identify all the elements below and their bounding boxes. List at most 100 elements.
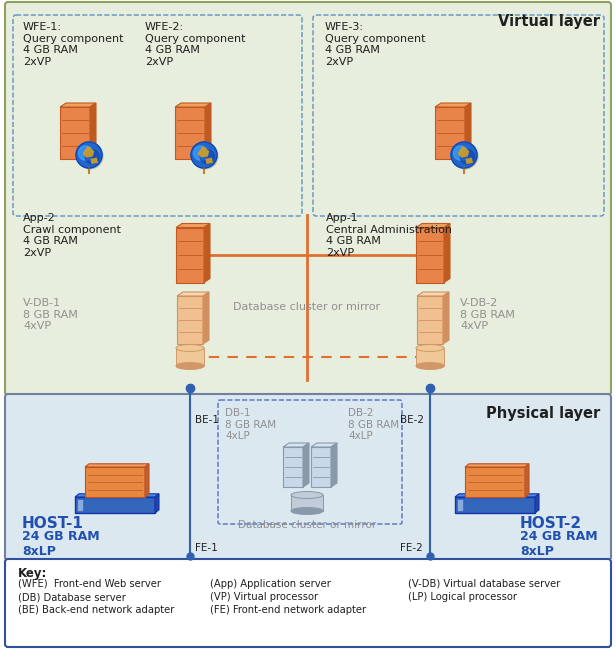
Text: (WFE)  Front-end Web server: (WFE) Front-end Web server: [18, 579, 161, 589]
Polygon shape: [75, 494, 159, 497]
Text: HOST-1: HOST-1: [22, 516, 84, 531]
Ellipse shape: [176, 345, 204, 352]
Polygon shape: [455, 494, 539, 497]
Text: 24 GB RAM
8xLP: 24 GB RAM 8xLP: [22, 530, 100, 558]
Polygon shape: [417, 292, 449, 296]
Polygon shape: [416, 223, 450, 228]
Text: WFE-2:
Query component
4 GB RAM
2xVP: WFE-2: Query component 4 GB RAM 2xVP: [145, 22, 246, 67]
Polygon shape: [90, 103, 96, 159]
Circle shape: [191, 142, 217, 168]
Circle shape: [451, 142, 477, 168]
Text: (App) Application server: (App) Application server: [210, 579, 331, 589]
Polygon shape: [175, 103, 211, 107]
Polygon shape: [176, 228, 204, 282]
Text: DB-2
8 GB RAM
4xLP: DB-2 8 GB RAM 4xLP: [348, 408, 399, 441]
Text: 24 GB RAM
8xLP: 24 GB RAM 8xLP: [520, 530, 598, 558]
Text: FE-1: FE-1: [195, 543, 217, 553]
Polygon shape: [465, 464, 529, 467]
Ellipse shape: [176, 363, 204, 369]
Polygon shape: [177, 292, 209, 296]
Polygon shape: [435, 107, 465, 159]
Text: (DB) Database server: (DB) Database server: [18, 592, 126, 602]
Polygon shape: [416, 348, 444, 366]
Text: WFE-1:
Query component
4 GB RAM
2xVP: WFE-1: Query component 4 GB RAM 2xVP: [23, 22, 123, 67]
Polygon shape: [203, 292, 209, 344]
Circle shape: [200, 150, 214, 164]
Polygon shape: [525, 464, 529, 497]
Polygon shape: [283, 443, 309, 447]
Polygon shape: [176, 348, 204, 366]
Polygon shape: [175, 107, 205, 159]
Text: App-1
Central Administration
4 GB RAM
2xVP: App-1 Central Administration 4 GB RAM 2x…: [326, 213, 452, 258]
Polygon shape: [535, 494, 539, 513]
Polygon shape: [155, 494, 159, 513]
Text: V-DB-2
8 GB RAM
4xVP: V-DB-2 8 GB RAM 4xVP: [460, 298, 515, 331]
Polygon shape: [75, 497, 155, 513]
Circle shape: [192, 143, 218, 169]
Polygon shape: [311, 447, 331, 487]
Polygon shape: [177, 296, 203, 344]
Text: BE-2: BE-2: [400, 415, 424, 425]
Text: BE-1: BE-1: [195, 415, 219, 425]
Circle shape: [452, 143, 478, 169]
Polygon shape: [60, 103, 96, 107]
Polygon shape: [443, 292, 449, 344]
Circle shape: [77, 143, 103, 169]
Polygon shape: [444, 223, 450, 282]
Polygon shape: [303, 443, 309, 487]
Text: Physical layer: Physical layer: [486, 406, 600, 421]
FancyBboxPatch shape: [5, 2, 611, 395]
Ellipse shape: [416, 345, 444, 352]
Circle shape: [78, 146, 93, 160]
Text: Virtual layer: Virtual layer: [498, 14, 600, 29]
Text: V-DB-1
8 GB RAM
4xVP: V-DB-1 8 GB RAM 4xVP: [23, 298, 78, 331]
Text: Database cluster or mirror: Database cluster or mirror: [233, 302, 381, 312]
Text: App-2
Crawl component
4 GB RAM
2xVP: App-2 Crawl component 4 GB RAM 2xVP: [23, 213, 121, 258]
Text: FE-2: FE-2: [400, 543, 423, 553]
Polygon shape: [458, 146, 469, 158]
Polygon shape: [85, 464, 149, 467]
Polygon shape: [83, 146, 94, 158]
Circle shape: [193, 146, 208, 160]
FancyBboxPatch shape: [5, 559, 611, 647]
Polygon shape: [204, 223, 210, 282]
Polygon shape: [331, 443, 337, 487]
FancyBboxPatch shape: [5, 394, 611, 560]
Polygon shape: [291, 495, 323, 511]
Polygon shape: [283, 447, 303, 487]
Ellipse shape: [291, 491, 323, 498]
Polygon shape: [465, 103, 471, 159]
Polygon shape: [145, 464, 149, 497]
Polygon shape: [416, 228, 444, 282]
Polygon shape: [311, 443, 337, 447]
Polygon shape: [435, 103, 471, 107]
Text: WFE-3:
Query component
4 GB RAM
2xVP: WFE-3: Query component 4 GB RAM 2xVP: [325, 22, 426, 67]
Polygon shape: [455, 497, 535, 513]
Ellipse shape: [416, 363, 444, 369]
Text: (BE) Back-end network adapter: (BE) Back-end network adapter: [18, 605, 174, 615]
Polygon shape: [417, 296, 443, 344]
Circle shape: [76, 142, 102, 168]
Polygon shape: [198, 146, 209, 158]
Polygon shape: [77, 499, 83, 511]
Circle shape: [453, 146, 468, 160]
Polygon shape: [60, 107, 90, 159]
Text: (VP) Virtual processor: (VP) Virtual processor: [210, 592, 318, 602]
Polygon shape: [176, 223, 210, 228]
Polygon shape: [457, 499, 463, 511]
Circle shape: [85, 150, 100, 164]
Text: DB-1
8 GB RAM
4xLP: DB-1 8 GB RAM 4xLP: [225, 408, 276, 441]
Text: HOST-2: HOST-2: [520, 516, 582, 531]
Polygon shape: [465, 467, 525, 497]
Polygon shape: [205, 158, 213, 164]
Text: (LP) Logical processor: (LP) Logical processor: [408, 592, 517, 602]
Polygon shape: [205, 103, 211, 159]
Polygon shape: [91, 158, 98, 164]
Text: (FE) Front-end network adapter: (FE) Front-end network adapter: [210, 605, 366, 615]
Ellipse shape: [291, 508, 323, 515]
Polygon shape: [85, 467, 145, 497]
Text: Key:: Key:: [18, 567, 47, 580]
Text: (V-DB) Virtual database server: (V-DB) Virtual database server: [408, 579, 561, 589]
Circle shape: [460, 150, 474, 164]
Text: Database cluster or mirror: Database cluster or mirror: [238, 520, 376, 530]
